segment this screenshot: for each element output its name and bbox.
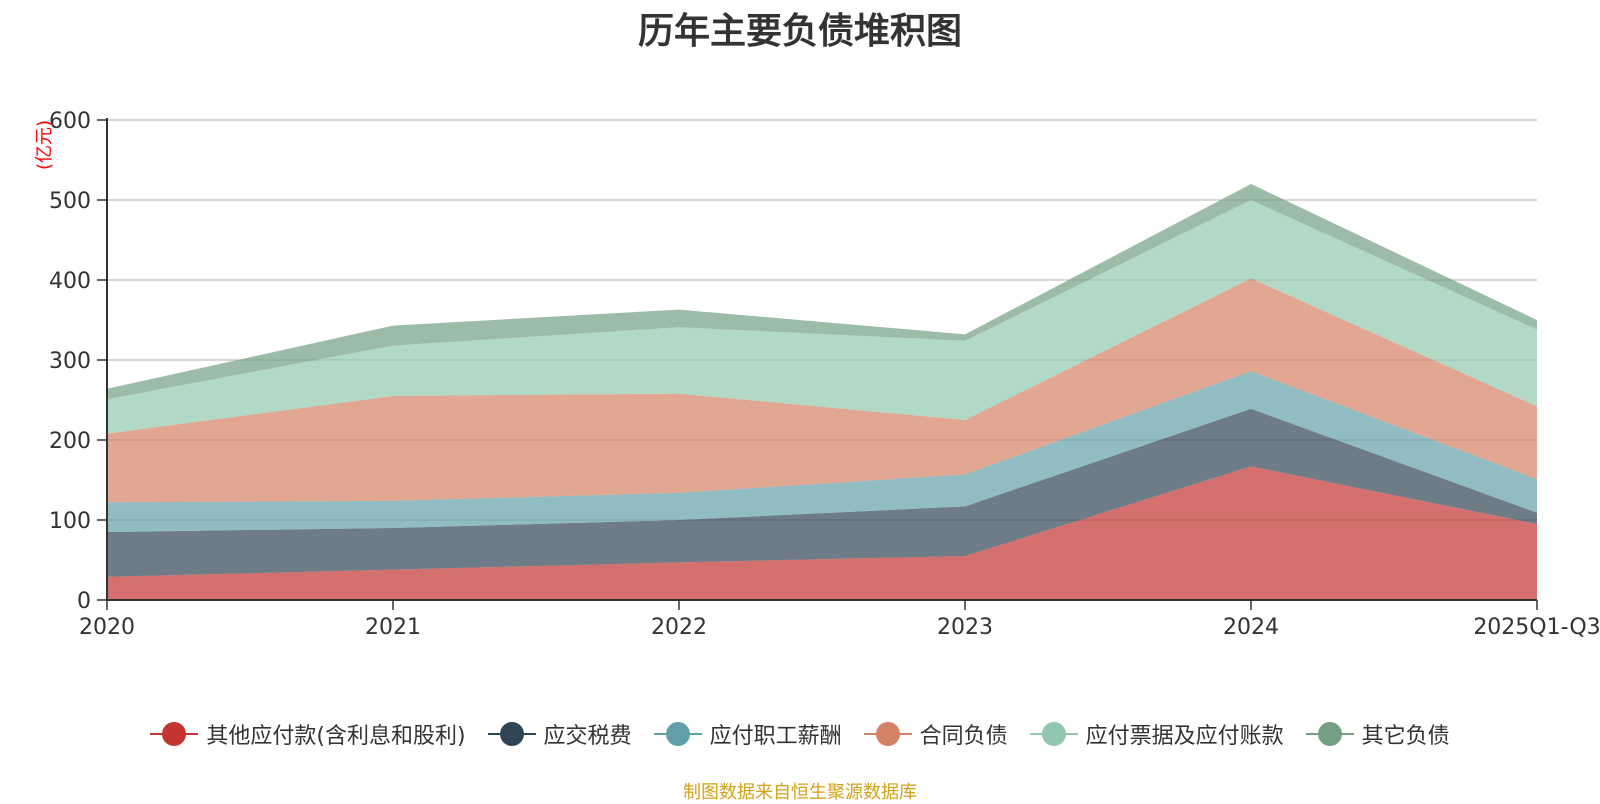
area-series — [107, 184, 1537, 600]
y-tick-label: 0 — [77, 589, 91, 614]
x-tick-label: 2024 — [1223, 615, 1279, 640]
y-tick-label: 500 — [49, 189, 91, 214]
area-series-4[interactable] — [107, 278, 1537, 503]
legend-label: 应付职工薪酬 — [709, 724, 842, 749]
legend-label: 合同负债 — [919, 724, 1008, 749]
legend-marker-icon — [1029, 722, 1078, 746]
area-series-3[interactable] — [107, 371, 1537, 532]
legend-item[interactable]: 应交税费 — [487, 718, 632, 750]
y-tick-label: 400 — [49, 269, 91, 294]
x-tick-label: 2020 — [79, 615, 135, 640]
legend-marker-icon — [863, 722, 912, 746]
legend-label: 其它负债 — [1361, 724, 1450, 749]
legend-marker-icon — [1305, 722, 1354, 746]
x-tick-label: 2023 — [937, 615, 993, 640]
y-axis-unit-label: (亿元) — [34, 120, 55, 170]
y-tick-label: 200 — [49, 429, 91, 454]
x-tick-label: 2021 — [365, 615, 421, 640]
area-series-5[interactable] — [107, 200, 1537, 434]
legend-item[interactable]: 应付职工薪酬 — [653, 718, 842, 750]
legend-item[interactable]: 其他应付款(含利息和股利) — [150, 718, 466, 750]
legend-marker-icon — [653, 722, 702, 746]
chart-title: 历年主要负债堆积图 — [637, 11, 962, 52]
legend-marker-icon — [487, 722, 536, 746]
y-tick-label: 100 — [49, 509, 91, 534]
legend-item[interactable]: 应付票据及应付账款 — [1029, 718, 1284, 750]
axes: 0 100 200 300 400 500 600 2020 2021 2022 2023 2024 2… — [49, 109, 1600, 640]
legend-label: 应交税费 — [543, 724, 632, 749]
legend-label: 其他应付款(含利息和股利) — [206, 724, 466, 749]
x-tick-label: 2022 — [651, 615, 707, 640]
legend-marker-icon — [150, 722, 199, 746]
legend-item[interactable]: 其它负债 — [1305, 718, 1450, 750]
area-series-1[interactable] — [107, 466, 1537, 600]
y-tick-label: 600 — [49, 109, 91, 134]
legend: 其他应付款(含利息和股利) 应交税费 应付职工薪酬 合同负债 应付票据及应付账款 其它负债 — [0, 718, 1600, 750]
source-note: 制图数据来自恒生聚源数据库 — [683, 782, 917, 803]
area-series-2[interactable] — [107, 408, 1537, 577]
legend-label: 应付票据及应付账款 — [1085, 724, 1284, 749]
x-tick-label: 2025Q1-Q3 — [1473, 615, 1600, 640]
legend-item[interactable]: 合同负债 — [863, 718, 1008, 750]
y-tick-label: 300 — [49, 349, 91, 374]
